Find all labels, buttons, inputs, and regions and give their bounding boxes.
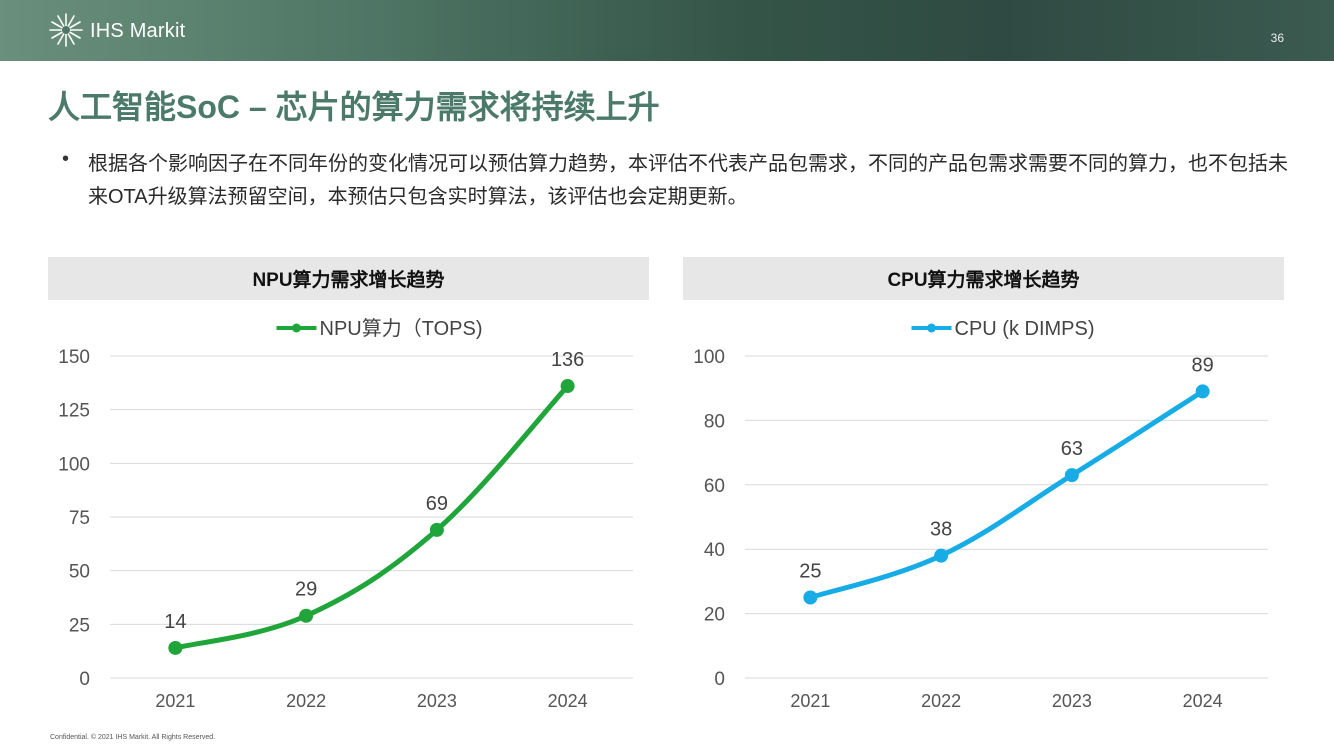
- cpu-y-tick-label: 100: [693, 347, 725, 368]
- cpu-legend-label: CPU (k DIMPS): [955, 318, 1095, 340]
- cpu-x-tick-label: 2022: [921, 691, 961, 711]
- npu-legend-label: NPU算力（TOPS): [320, 317, 483, 340]
- cpu-y-tick-label: 60: [704, 476, 725, 497]
- cpu-y-tick-label: 20: [704, 605, 725, 626]
- npu-x-tick-label: 2023: [417, 691, 457, 711]
- npu-y-tick-label: 50: [69, 562, 90, 583]
- cpu-x-tick-label: 2021: [790, 691, 830, 711]
- footer-copyright: Confidential. © 2021 IHS Markit. All Rig…: [50, 734, 216, 741]
- npu-data-point: [429, 522, 444, 537]
- npu-y-tick-label: 100: [58, 454, 90, 475]
- cpu-data-point: [934, 548, 949, 563]
- npu-y-tick-label: 75: [69, 508, 90, 529]
- cpu-x-tick-label: 2024: [1183, 691, 1223, 711]
- cpu-data-label: 38: [930, 519, 952, 541]
- cpu-chart-title: CPU算力需求增长趋势: [683, 257, 1284, 300]
- bullet-list-item: • 根据各个影响因子在不同年份的变化情况可以预估算力趋势，本评估不代表产品包需求…: [62, 148, 1292, 214]
- cpu-x-tick-label: 2023: [1052, 691, 1092, 711]
- npu-x-tick-label: 2022: [286, 691, 326, 711]
- npu-data-label: 136: [551, 349, 584, 371]
- header-banner: IHS Markit 36: [0, 0, 1334, 61]
- npu-legend-marker: [292, 323, 301, 333]
- page-number: 36: [1270, 31, 1284, 45]
- npu-chart-title: NPU算力需求增长趋势: [48, 257, 649, 300]
- bullet-dot-icon: •: [62, 148, 70, 170]
- cpu-series-line: [807, 388, 1206, 600]
- npu-legend: NPU算力（TOPS): [276, 317, 483, 340]
- npu-y-tick-label: 25: [69, 615, 90, 636]
- cpu-data-point: [1195, 384, 1210, 399]
- cpu-data-label: 25: [799, 561, 821, 583]
- npu-data-label: 69: [426, 493, 448, 515]
- cpu-data-label: 89: [1192, 354, 1214, 376]
- bullet-text: 根据各个影响因子在不同年份的变化情况可以预估算力趋势，本评估不代表产品包需求，不…: [88, 153, 1288, 208]
- npu-series-line: [172, 383, 571, 651]
- npu-y-tick-label: 0: [79, 669, 90, 690]
- npu-data-point: [168, 640, 183, 655]
- cpu-y-tick-label: 0: [714, 669, 725, 690]
- cpu-data-point: [1064, 468, 1079, 483]
- cpu-chart: CPU (k DIMPS) 0 20 40 60 80 100 2021 2022 2023 202…: [693, 318, 1268, 711]
- npu-data-label: 14: [164, 611, 186, 633]
- cpu-data-label: 63: [1061, 438, 1083, 460]
- npu-data-point: [299, 608, 314, 623]
- npu-y-tick-label: 125: [58, 401, 90, 422]
- cpu-legend-marker: [927, 323, 936, 333]
- npu-chart: NPU算力（TOPS) 0 25 50 75 100 125 150 2021 2022 2023 2…: [58, 317, 633, 711]
- page-title: 人工智能SoC – 芯片的算力需求将持续上升: [48, 89, 660, 125]
- starburst-logo-icon: [49, 13, 83, 47]
- npu-data-label: 29: [295, 579, 317, 601]
- cpu-y-tick-label: 80: [704, 411, 725, 432]
- npu-y-tick-label: 150: [58, 347, 90, 368]
- npu-x-tick-label: 2024: [548, 691, 588, 711]
- brand-name: IHS Markit: [90, 20, 186, 42]
- npu-data-point: [560, 379, 575, 394]
- cpu-legend: CPU (k DIMPS): [911, 318, 1095, 340]
- npu-x-tick-label: 2021: [155, 691, 195, 711]
- cpu-y-tick-label: 40: [704, 540, 725, 561]
- cpu-data-point: [803, 590, 818, 605]
